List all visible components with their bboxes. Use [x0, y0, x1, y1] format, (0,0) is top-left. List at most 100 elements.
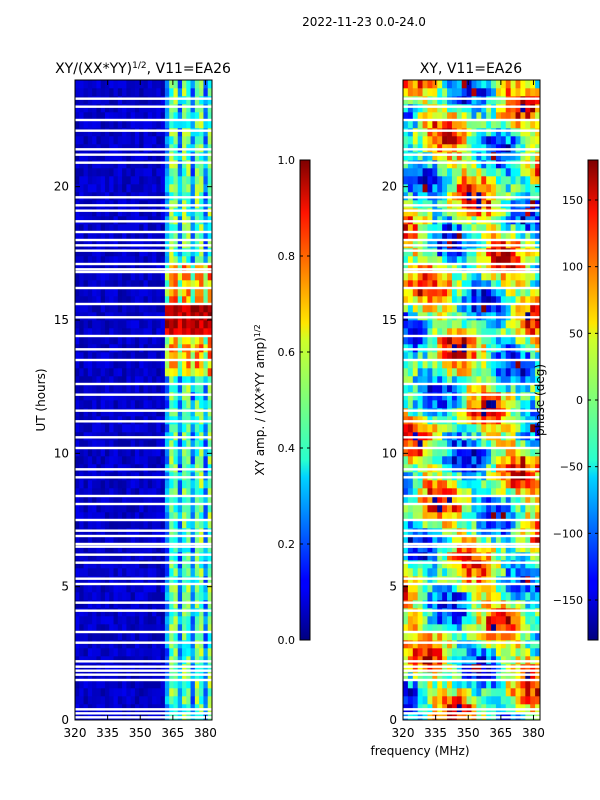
amp-cell	[207, 608, 213, 617]
phase-cell	[461, 176, 467, 185]
amp-cell	[100, 128, 106, 137]
phase-cell	[442, 272, 448, 281]
phase-cell	[510, 256, 516, 265]
phase-cell	[491, 288, 497, 297]
amp-cell	[96, 528, 101, 537]
amp-cell	[113, 280, 119, 289]
amp-cell	[164, 272, 170, 281]
amp-cell	[139, 440, 144, 449]
amp-cell	[75, 408, 80, 417]
phase-cell	[515, 256, 521, 265]
phase-cell	[535, 632, 541, 641]
phase-cell	[476, 224, 482, 233]
amp-cell	[194, 176, 200, 185]
phase-cell	[486, 304, 492, 313]
amp-cell	[87, 648, 93, 657]
phase-cell	[520, 552, 526, 561]
phase-cell	[525, 512, 531, 521]
phase-cell	[525, 520, 531, 529]
amp-cell	[104, 512, 110, 521]
phase-cell	[456, 248, 463, 257]
phase-cell	[461, 664, 467, 673]
amp-cell	[109, 248, 114, 257]
amp-cell	[139, 176, 144, 185]
amp-cell	[92, 448, 97, 457]
phase-cell	[515, 352, 521, 361]
phase-cell	[491, 272, 497, 281]
phase-cell	[486, 96, 492, 105]
phase-cell	[471, 592, 477, 601]
amp-ytick-label: 0	[61, 713, 69, 727]
amp-cell	[139, 408, 144, 417]
phase-cell	[442, 232, 448, 241]
phase-cell	[530, 224, 536, 233]
amp-cell	[173, 576, 179, 585]
amp-cell	[152, 504, 157, 513]
amp-cell	[182, 272, 187, 281]
phase-cell	[495, 288, 502, 297]
amp-cell	[134, 576, 140, 585]
amp-cell	[173, 560, 179, 569]
phase-cell	[456, 696, 463, 705]
amp-cell	[122, 328, 127, 337]
amp-cell	[92, 352, 97, 361]
phase-cell	[427, 672, 433, 681]
amp-colorbar-ticks: 0.00.20.40.60.81.0	[278, 154, 310, 647]
phase-cell	[422, 280, 428, 289]
amp-cell	[152, 608, 157, 617]
phase-cell	[515, 296, 521, 305]
phase-cell	[495, 608, 502, 617]
amp-cell	[75, 280, 80, 289]
phase-cell	[403, 512, 409, 521]
phase-cell	[403, 360, 409, 369]
amp-cell	[207, 632, 213, 641]
phase-cell	[515, 360, 521, 369]
phase-cell	[432, 352, 438, 361]
phase-cell	[412, 488, 418, 497]
phase-cell	[407, 224, 414, 233]
phase-cell	[530, 520, 536, 529]
phase-cell	[525, 128, 531, 137]
amp-cell	[203, 120, 209, 129]
amp-cell	[139, 536, 144, 545]
phase-cell	[530, 448, 536, 457]
phase-cell	[481, 80, 487, 89]
amp-cell	[190, 568, 196, 577]
phase-cell	[437, 304, 443, 313]
phase-cell	[417, 552, 423, 561]
phase-cell	[466, 80, 472, 89]
amp-cell	[79, 336, 84, 345]
phase-cell	[486, 520, 492, 529]
phase-cell	[525, 440, 531, 449]
amp-cell	[75, 256, 80, 265]
phase-cell	[471, 488, 477, 497]
phase-cell	[471, 448, 477, 457]
amp-cell	[169, 424, 174, 433]
phase-cell	[417, 296, 423, 305]
phase-cell	[412, 688, 418, 697]
phase-cell	[451, 504, 458, 513]
phase-cell	[403, 176, 409, 185]
phase-cell	[466, 520, 472, 529]
phase-cell	[442, 80, 448, 89]
phase-cell	[442, 168, 448, 177]
amp-cell	[160, 392, 166, 401]
amp-cell	[104, 96, 110, 105]
phase-cell	[510, 376, 516, 385]
phase-cell	[442, 456, 448, 465]
phase-cell	[442, 104, 448, 113]
amp-cell	[186, 616, 191, 625]
phase-flag-gap	[403, 393, 540, 396]
amp-cell	[117, 288, 123, 297]
phase-cell	[495, 120, 502, 129]
amp-flag-gap	[75, 209, 212, 212]
phase-cell	[403, 560, 409, 569]
phase-cell	[486, 368, 492, 377]
phase-cell	[505, 440, 511, 449]
phase-flag-gap	[403, 553, 540, 556]
amp-cell	[152, 640, 157, 649]
phase-cell	[466, 96, 472, 105]
amp-cell	[194, 160, 200, 169]
amp-cell	[104, 616, 110, 625]
amp-cell	[207, 384, 213, 393]
